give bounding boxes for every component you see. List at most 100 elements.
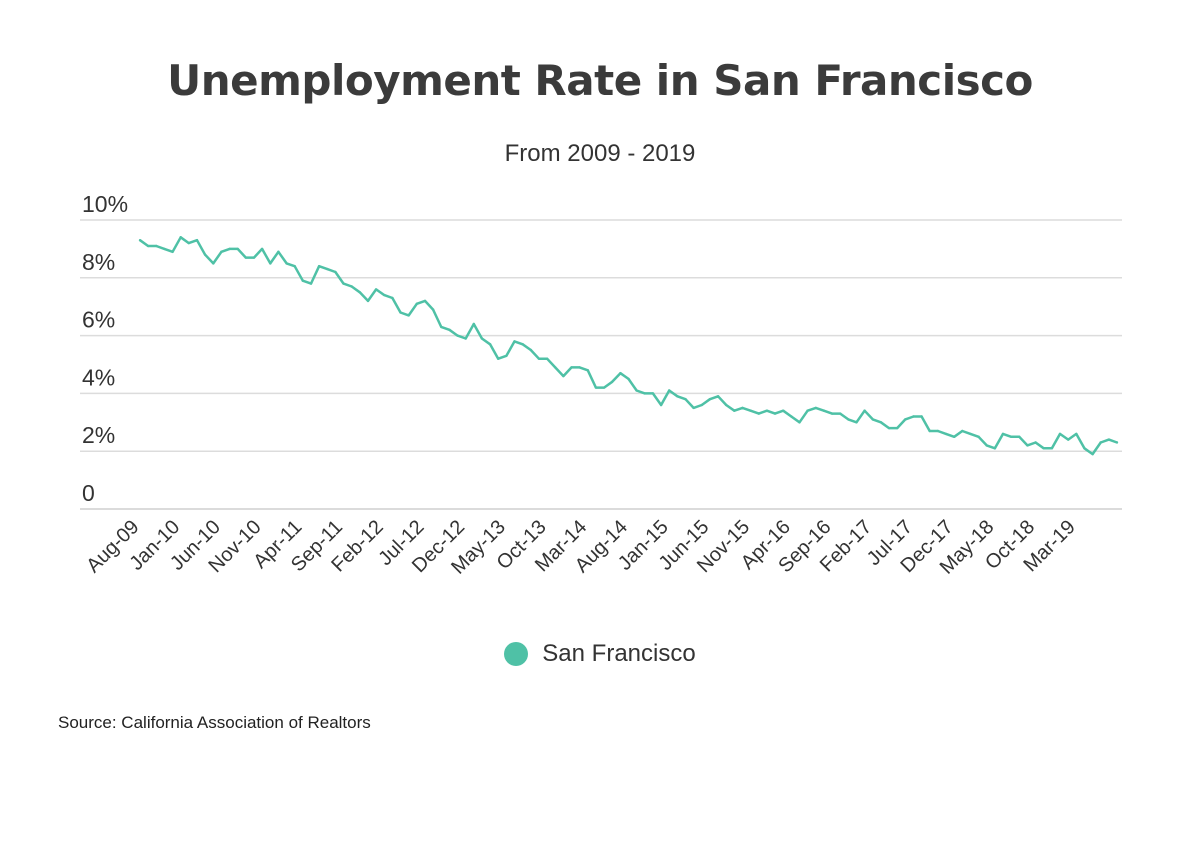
data-point [456, 334, 459, 337]
data-point [366, 299, 370, 303]
legend-label: San Francisco [542, 640, 696, 667]
data-point [847, 418, 850, 421]
data-point [293, 265, 296, 268]
data-point [146, 244, 150, 248]
data-point [668, 389, 671, 392]
data-point [244, 256, 247, 259]
y-tick-label: 8% [82, 249, 115, 275]
data-point [285, 262, 288, 265]
data-point [228, 247, 231, 251]
data-point [1001, 432, 1005, 436]
data-point [806, 409, 809, 412]
data-point [1034, 441, 1037, 444]
data-point [545, 357, 549, 360]
y-tick-label: 2% [82, 422, 115, 448]
data-point [1107, 438, 1111, 441]
data-point [277, 250, 280, 253]
data-point [676, 395, 679, 398]
series-line-san-francisco [139, 236, 1118, 456]
data-point [326, 267, 329, 271]
chart-subtitle: From 2009 - 2019 [504, 140, 696, 167]
data-point [179, 236, 182, 239]
data-point [301, 279, 304, 282]
data-point [708, 398, 712, 401]
data-point [505, 354, 508, 357]
data-point [725, 403, 728, 407]
data-point [1075, 432, 1078, 436]
data-point [627, 377, 630, 381]
data-point [1083, 447, 1086, 450]
data-point [1099, 441, 1102, 444]
data-point [236, 247, 239, 251]
data-point [961, 429, 964, 433]
chart-title: Unemployment Rate in San Francisco [167, 56, 1033, 105]
y-tick-label: 4% [82, 364, 115, 390]
data-point [912, 415, 915, 418]
data-point [953, 435, 956, 438]
data-point [814, 406, 817, 410]
data-point [195, 239, 199, 242]
data-point [586, 369, 589, 372]
data-point [733, 409, 736, 412]
data-point [765, 409, 769, 412]
data-point [260, 247, 264, 251]
data-point [358, 291, 361, 294]
data-point [163, 247, 166, 251]
data-point [863, 409, 866, 412]
data-point [692, 406, 695, 410]
data-point [798, 421, 801, 424]
data-point [488, 343, 492, 346]
data-point [757, 412, 760, 415]
data-point [855, 421, 858, 424]
data-point [594, 386, 598, 389]
data-point [1067, 438, 1070, 441]
data-point [350, 285, 353, 288]
data-point [985, 444, 988, 447]
data-point [187, 241, 190, 245]
legend-marker [504, 642, 529, 666]
data-point [464, 337, 467, 340]
data-point [684, 398, 687, 401]
data-point [513, 340, 516, 343]
data-point [431, 308, 435, 311]
data-point [1050, 447, 1054, 450]
data-point [399, 311, 402, 314]
data-point [155, 244, 158, 248]
data-point [879, 421, 883, 424]
data-point [415, 302, 418, 305]
data-point [423, 299, 427, 303]
data-point [1026, 444, 1029, 447]
data-point [1115, 441, 1119, 444]
data-point [651, 392, 655, 395]
data-point [896, 426, 899, 430]
data-point [871, 418, 874, 421]
data-point [790, 415, 793, 418]
y-tick-label: 6% [82, 307, 115, 333]
series-layer [138, 236, 1119, 456]
data-point [203, 253, 207, 256]
data-point [562, 374, 565, 378]
data-point [944, 432, 948, 436]
data-point [619, 372, 622, 375]
data-point [497, 357, 500, 360]
data-point [749, 409, 752, 412]
data-point [383, 293, 386, 297]
data-point [741, 406, 744, 410]
data-point [537, 357, 541, 360]
data-point [969, 432, 972, 436]
data-point [887, 426, 891, 430]
data-point [407, 314, 410, 317]
data-point [1042, 447, 1045, 450]
data-point [472, 322, 475, 326]
data-point [269, 262, 272, 265]
data-point [1058, 432, 1062, 436]
data-point [700, 403, 703, 407]
data-point [448, 328, 451, 331]
data-point [611, 380, 614, 383]
data-point [171, 250, 174, 253]
y-tick-label: 0 [82, 480, 95, 506]
data-point [904, 418, 907, 421]
data-point [440, 325, 443, 329]
data-point [342, 282, 345, 285]
